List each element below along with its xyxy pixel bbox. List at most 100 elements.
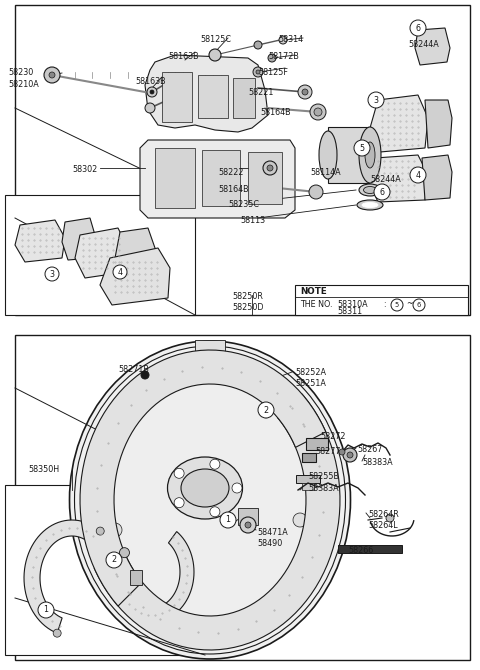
Text: 58230: 58230 xyxy=(8,68,33,77)
Text: 58163B: 58163B xyxy=(168,52,199,61)
Text: 58314: 58314 xyxy=(278,35,303,44)
Text: ~: ~ xyxy=(406,299,413,308)
Polygon shape xyxy=(62,218,95,260)
Polygon shape xyxy=(370,95,428,152)
Bar xyxy=(198,75,228,118)
Text: 58172B: 58172B xyxy=(268,52,299,61)
Ellipse shape xyxy=(181,469,229,507)
Circle shape xyxy=(258,402,274,418)
Circle shape xyxy=(309,185,323,199)
Text: 1: 1 xyxy=(44,606,48,614)
Bar xyxy=(15,335,470,660)
Circle shape xyxy=(141,371,149,379)
Circle shape xyxy=(268,54,276,62)
Polygon shape xyxy=(425,100,452,148)
Text: 3: 3 xyxy=(49,269,55,279)
Ellipse shape xyxy=(168,457,242,519)
Bar xyxy=(296,475,320,483)
Polygon shape xyxy=(75,228,128,278)
Bar xyxy=(233,78,255,118)
Circle shape xyxy=(108,523,122,537)
Circle shape xyxy=(410,167,426,183)
Circle shape xyxy=(279,36,287,44)
Circle shape xyxy=(263,161,277,175)
Circle shape xyxy=(354,140,370,156)
Polygon shape xyxy=(100,248,170,305)
Circle shape xyxy=(413,299,425,311)
Text: :: : xyxy=(383,299,385,308)
Bar xyxy=(130,570,142,585)
Text: 58252A: 58252A xyxy=(295,368,326,377)
Text: 58264L: 58264L xyxy=(368,521,397,530)
Bar xyxy=(15,5,470,315)
Text: 58302: 58302 xyxy=(72,165,97,174)
Text: 2: 2 xyxy=(111,555,117,565)
Text: 6: 6 xyxy=(417,302,421,308)
Circle shape xyxy=(245,522,251,528)
Circle shape xyxy=(232,483,242,493)
Text: 58235C: 58235C xyxy=(228,200,259,209)
Text: 58222: 58222 xyxy=(218,168,243,177)
Circle shape xyxy=(253,67,263,77)
Circle shape xyxy=(256,70,260,74)
Ellipse shape xyxy=(362,202,378,208)
Text: 58164B: 58164B xyxy=(218,185,249,194)
Text: 58250D: 58250D xyxy=(232,303,264,312)
Circle shape xyxy=(49,72,55,78)
Bar xyxy=(5,485,205,655)
Text: 58264R: 58264R xyxy=(368,510,399,519)
Circle shape xyxy=(145,103,155,113)
Ellipse shape xyxy=(365,142,375,168)
Circle shape xyxy=(174,498,184,508)
Circle shape xyxy=(374,184,390,200)
Text: 58210A: 58210A xyxy=(8,80,39,89)
Polygon shape xyxy=(80,350,326,606)
Text: 5: 5 xyxy=(360,143,365,153)
Circle shape xyxy=(147,87,157,97)
Polygon shape xyxy=(422,155,452,200)
Text: 1: 1 xyxy=(226,515,230,525)
Text: 58266: 58266 xyxy=(348,546,373,555)
Bar xyxy=(195,340,225,357)
Circle shape xyxy=(298,85,312,99)
Ellipse shape xyxy=(363,186,376,194)
Bar xyxy=(328,127,370,183)
Circle shape xyxy=(302,89,308,95)
Circle shape xyxy=(45,267,59,281)
Circle shape xyxy=(120,547,130,557)
Circle shape xyxy=(310,104,326,120)
Bar xyxy=(5,195,195,315)
Text: 58251A: 58251A xyxy=(295,379,326,388)
Circle shape xyxy=(339,449,345,455)
Text: 58310A: 58310A xyxy=(337,299,368,308)
Circle shape xyxy=(278,408,292,422)
Bar xyxy=(248,152,282,204)
Text: 58164B: 58164B xyxy=(260,108,290,117)
Text: 58267: 58267 xyxy=(357,445,383,454)
Circle shape xyxy=(44,67,60,83)
Text: 58383A: 58383A xyxy=(308,484,338,493)
Ellipse shape xyxy=(359,127,381,183)
Ellipse shape xyxy=(82,352,338,648)
Circle shape xyxy=(391,299,403,311)
Circle shape xyxy=(96,527,104,535)
Polygon shape xyxy=(140,140,295,218)
Circle shape xyxy=(254,41,262,49)
Text: 58114A: 58114A xyxy=(310,168,341,177)
Text: 58383A: 58383A xyxy=(362,458,393,467)
Text: 58244A: 58244A xyxy=(370,175,401,184)
Ellipse shape xyxy=(359,184,381,196)
Bar xyxy=(302,483,314,490)
Polygon shape xyxy=(368,155,428,202)
Circle shape xyxy=(163,611,177,625)
Circle shape xyxy=(347,452,353,458)
Polygon shape xyxy=(278,394,302,423)
Bar xyxy=(295,285,468,315)
Text: 5: 5 xyxy=(395,302,399,308)
Text: 58471A: 58471A xyxy=(257,528,288,537)
Text: 3: 3 xyxy=(373,96,379,105)
Circle shape xyxy=(210,507,220,517)
Circle shape xyxy=(220,512,236,528)
Polygon shape xyxy=(145,55,268,132)
Bar xyxy=(306,438,328,450)
